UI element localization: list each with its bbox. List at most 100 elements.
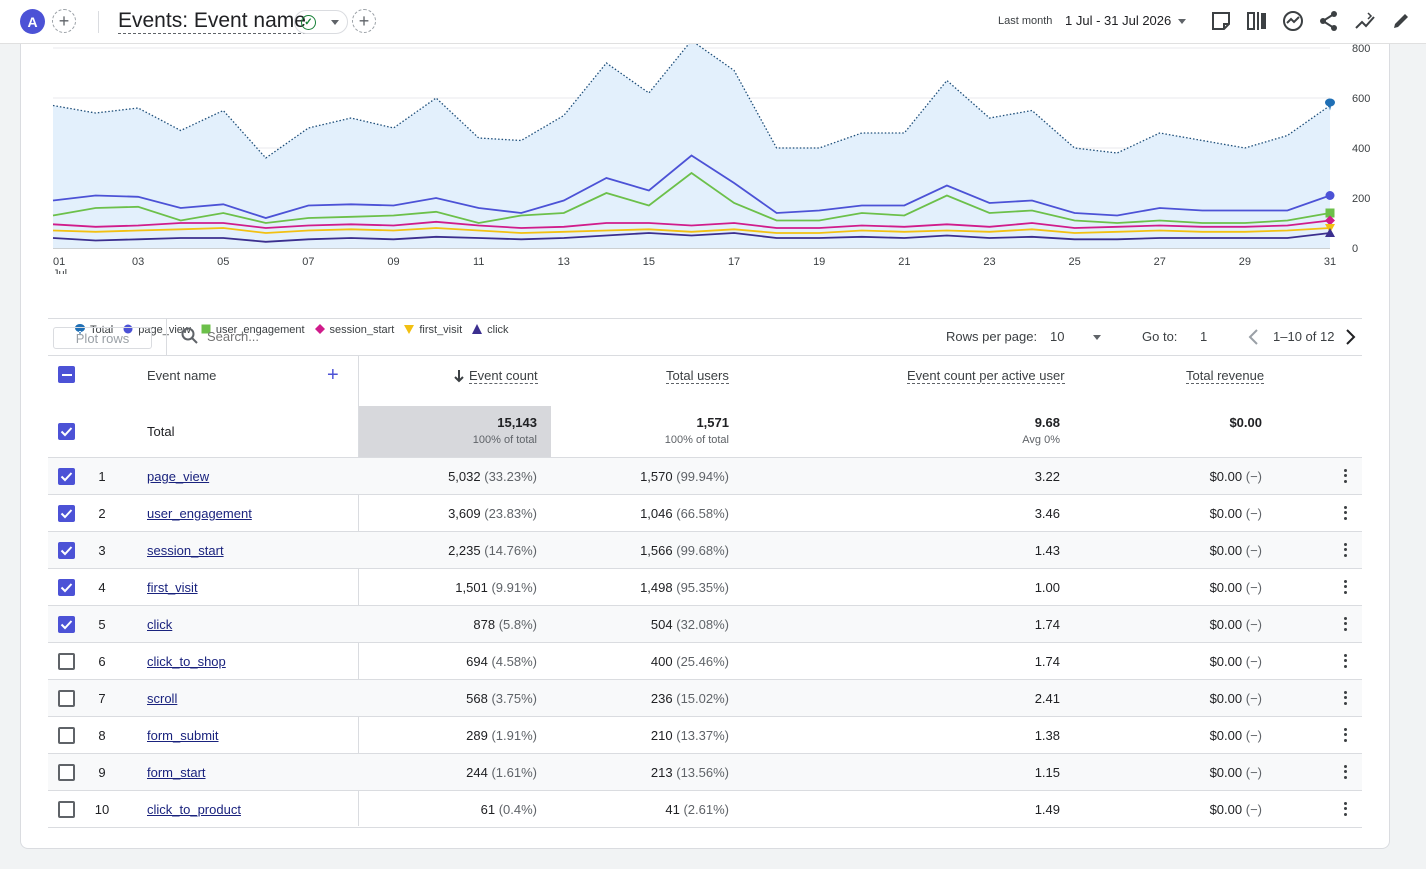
row-checkbox[interactable] xyxy=(58,653,75,670)
table-row: 8 form_submit 289 (1.91%) 210 (13.37%) 1.38 $… xyxy=(48,717,1362,754)
rows-per-page-select[interactable]: 10 xyxy=(1050,329,1065,344)
header-event-count-wrap[interactable]: Event count xyxy=(453,368,538,384)
event-count-cell: 878 (5.8%) xyxy=(473,617,537,632)
table-row: 5 click 878 (5.8%) 504 (32.08%) 1.74 $0.00 (−… xyxy=(48,606,1362,643)
event-name-link[interactable]: click xyxy=(147,617,173,632)
event-name-link[interactable]: session_start xyxy=(147,543,224,558)
legend-item-click[interactable]: click xyxy=(471,323,509,336)
total-highlight xyxy=(359,406,551,457)
event-count-pct: (33.23%) xyxy=(484,469,537,484)
table-row: 10 click_to_product 61 (0.4%) 41 (2.61%) 1.4… xyxy=(48,791,1362,828)
header-event-name[interactable]: Event name xyxy=(147,368,217,383)
search-input[interactable] xyxy=(207,328,407,344)
search-box[interactable] xyxy=(181,327,407,345)
total-revenue: $0.00 xyxy=(1229,415,1262,430)
compare-icon[interactable] xyxy=(1246,10,1268,32)
event-name-link[interactable]: first_visit xyxy=(147,580,198,595)
event-count-value: 61 xyxy=(480,802,496,817)
add-comparison-icon[interactable]: + xyxy=(52,9,76,33)
more-options-icon[interactable] xyxy=(1339,616,1351,632)
total-users-value: 400 xyxy=(650,654,673,669)
edit-icon[interactable] xyxy=(1390,10,1412,32)
plot-rows-button[interactable]: Plot rows xyxy=(53,327,152,349)
date-range-picker[interactable]: 1 Jul - 31 Jul 2026 xyxy=(1065,13,1172,28)
date-range-label: Last month xyxy=(998,15,1053,27)
total-users-cell: 400 (25.46%) xyxy=(651,654,729,669)
total-users-pct: (32.08%) xyxy=(676,617,729,632)
more-options-icon[interactable] xyxy=(1339,801,1351,817)
header-event-count[interactable]: Event count xyxy=(469,368,538,384)
event-name-link[interactable]: click_to_shop xyxy=(147,654,226,669)
event-name-link[interactable]: user_engagement xyxy=(147,506,252,521)
per-active-user-cell: 1.49 xyxy=(1034,802,1060,817)
revenue-cell: $0.00 (−) xyxy=(1210,580,1262,595)
event-count-value: 2,235 xyxy=(448,543,481,558)
row-checkbox[interactable] xyxy=(58,801,75,818)
more-options-icon[interactable] xyxy=(1339,542,1351,558)
more-options-icon[interactable] xyxy=(1339,653,1351,669)
total-users-cell: 213 (13.56%) xyxy=(651,765,729,780)
row-checkbox[interactable] xyxy=(58,764,75,781)
event-name-link[interactable]: scroll xyxy=(147,691,178,706)
row-checkbox[interactable] xyxy=(58,616,75,633)
chevron-left-icon[interactable] xyxy=(1246,327,1262,347)
chevron-down-icon[interactable] xyxy=(1093,335,1101,340)
event-count-pct: (9.91%) xyxy=(491,580,537,595)
header-total-users[interactable]: Total users xyxy=(666,368,729,384)
legend-item-first_visit[interactable]: first_visit xyxy=(403,323,462,336)
event-count-pct: (1.61%) xyxy=(491,765,537,780)
chevron-down-icon xyxy=(331,19,339,25)
row-checkbox[interactable] xyxy=(58,505,75,522)
event-name-link[interactable]: form_start xyxy=(147,765,206,780)
annotation-icon[interactable] xyxy=(1210,10,1232,32)
row-checkbox[interactable] xyxy=(58,579,75,596)
share-icon[interactable] xyxy=(1318,10,1340,32)
y-tick-label: 600 xyxy=(1352,93,1370,105)
row-checkbox[interactable] xyxy=(58,542,75,559)
y-tick-label: 800 xyxy=(1352,44,1370,55)
more-options-icon[interactable] xyxy=(1339,468,1351,484)
event-name-link[interactable]: form_submit xyxy=(147,728,219,743)
series-marker-page_view xyxy=(1325,191,1335,200)
x-tick-label: 21 xyxy=(898,256,910,268)
trend-icon[interactable] xyxy=(1354,10,1376,32)
total-users-pct: (99.68%) xyxy=(676,543,729,558)
status-dropdown[interactable]: ✓ xyxy=(294,10,348,34)
x-tick-label: 13 xyxy=(558,256,570,268)
more-options-icon[interactable] xyxy=(1339,505,1351,521)
insights-icon[interactable] xyxy=(1282,10,1304,32)
more-options-icon[interactable] xyxy=(1339,690,1351,706)
more-options-icon[interactable] xyxy=(1339,764,1351,780)
date-dropdown-icon[interactable] xyxy=(1178,19,1186,24)
add-filter-icon[interactable]: + xyxy=(352,9,376,33)
revenue-pct: (−) xyxy=(1245,691,1262,706)
series-area-total xyxy=(53,44,1330,248)
row-checkbox[interactable] xyxy=(58,727,75,744)
total-checkbox[interactable] xyxy=(58,423,75,440)
event-name-link[interactable]: click_to_product xyxy=(147,802,241,817)
header-event-count-per-active-user[interactable]: Event count per active user xyxy=(907,368,1065,384)
sort-descending-icon[interactable] xyxy=(453,369,465,383)
divider xyxy=(166,319,167,355)
row-checkbox[interactable] xyxy=(58,690,75,707)
add-dimension-icon[interactable]: + xyxy=(327,364,339,386)
header-total-revenue[interactable]: Total revenue xyxy=(1186,368,1265,384)
event-count-cell: 1,501 (9.91%) xyxy=(455,580,537,595)
chevron-right-icon[interactable] xyxy=(1342,327,1358,347)
row-checkbox[interactable] xyxy=(58,468,75,485)
event-count-cell: 244 (1.61%) xyxy=(466,765,537,780)
select-all-checkbox[interactable] xyxy=(58,366,75,383)
event-name-link[interactable]: page_view xyxy=(147,469,210,484)
more-options-icon[interactable] xyxy=(1339,579,1351,595)
per-active-user-cell: 1.00 xyxy=(1034,580,1060,595)
per-active-user-cell: 1.43 xyxy=(1034,543,1060,558)
page-title[interactable]: Events: Event name xyxy=(118,9,306,34)
more-options-icon[interactable] xyxy=(1339,727,1351,743)
column-divider xyxy=(358,356,359,826)
avatar[interactable]: A xyxy=(20,9,45,34)
checkmark-icon xyxy=(60,620,73,630)
total-users-sub: 100% of total xyxy=(664,434,729,446)
total-users-value: 210 xyxy=(650,728,673,743)
event-count-pct: (4.58%) xyxy=(491,654,537,669)
goto-input[interactable]: 1 xyxy=(1200,329,1208,344)
